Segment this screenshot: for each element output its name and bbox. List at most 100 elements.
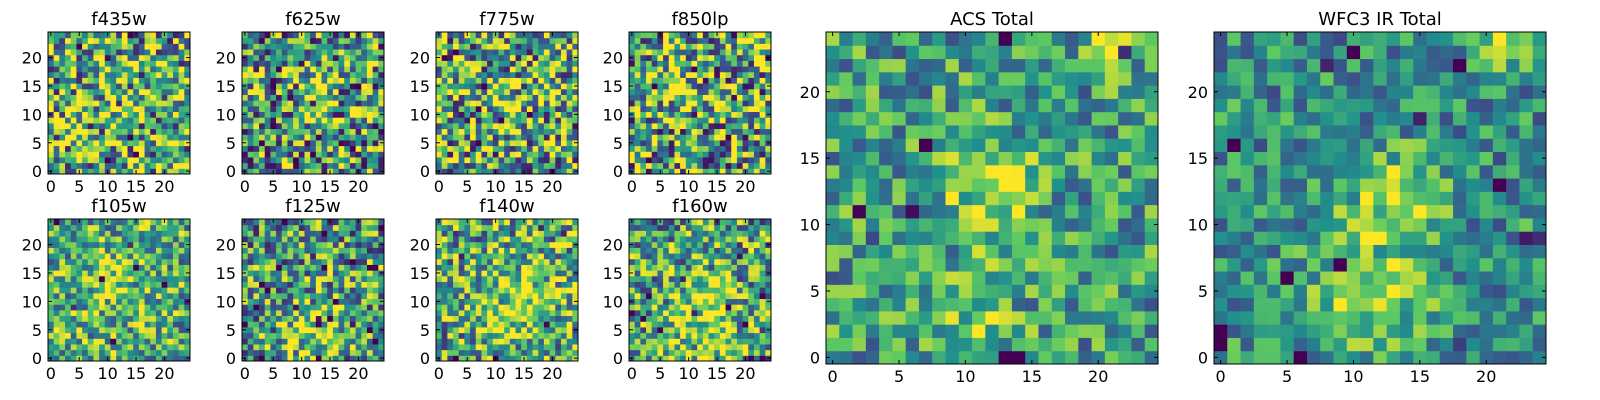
heatmap-cell [481, 139, 488, 147]
heatmap-cell [515, 43, 522, 50]
heatmap-cell [526, 309, 534, 317]
heatmap-cell [87, 156, 94, 164]
heatmap-cell [172, 151, 180, 158]
heatmap-cell [247, 100, 254, 107]
heatmap-cell [470, 66, 477, 73]
heatmap-cell [372, 241, 379, 248]
heatmap-cell [298, 134, 305, 141]
heatmap-cell [555, 122, 562, 130]
heatmap-cell [560, 54, 568, 61]
heatmap-cell [640, 321, 647, 328]
heatmap-cell [560, 145, 568, 152]
heatmap-cell [765, 321, 772, 328]
heatmap-cell [321, 219, 328, 226]
heatmap-cell [355, 139, 362, 147]
heatmap-cell [332, 94, 340, 101]
heatmap-cell [464, 247, 471, 254]
heatmap-cell [646, 275, 653, 282]
heatmap-cell [361, 156, 368, 164]
heatmap-cell [475, 37, 482, 44]
heatmap-cell [765, 315, 772, 322]
heatmap-cell [287, 83, 294, 90]
heatmap-cell [657, 162, 664, 169]
heatmap-cell [515, 298, 522, 305]
heatmap-cell [532, 264, 539, 271]
heatmap-cell [708, 270, 715, 277]
heatmap-cell [87, 349, 94, 356]
heatmap-cell [82, 88, 89, 95]
heatmap-cell [458, 315, 465, 322]
heatmap-cell [99, 139, 106, 147]
heatmap-cell [349, 309, 357, 317]
heatmap-cell [498, 145, 505, 152]
heatmap-cell [470, 253, 477, 260]
heatmap-cell [748, 338, 755, 345]
heatmap-cell [48, 349, 55, 356]
heatmap-cell [680, 304, 687, 311]
heatmap-cell [674, 145, 681, 152]
heatmap-cell [504, 309, 511, 317]
heatmap-cell [566, 37, 573, 44]
heatmap-cell [48, 247, 55, 254]
heatmap-cell [470, 156, 477, 164]
heatmap-cell [572, 287, 579, 294]
heatmap-cell [697, 162, 704, 169]
heatmap-cell [509, 54, 517, 61]
heatmap-cell [355, 83, 362, 90]
heatmap-cell [76, 292, 83, 300]
heatmap-cell [532, 338, 539, 345]
heatmap-cell [355, 71, 362, 78]
heatmap-cell [748, 162, 755, 169]
heatmap-cell [702, 156, 710, 164]
heatmap-cell [464, 326, 471, 334]
heatmap-cell [453, 247, 460, 254]
heatmap-cell [76, 105, 83, 113]
heatmap-cell [714, 105, 721, 113]
heatmap-cell [93, 304, 100, 311]
heatmap-cell [116, 32, 123, 39]
heatmap-cell [481, 298, 488, 305]
heatmap-cell [167, 117, 174, 124]
heatmap-cell [509, 49, 517, 56]
heatmap-cell [470, 321, 477, 328]
heatmap-cell [504, 162, 511, 169]
heatmap-cell [526, 111, 534, 118]
heatmap-cell [310, 37, 317, 44]
heatmap-cell [555, 292, 562, 300]
heatmap-cell [184, 94, 191, 101]
heatmap-cell [731, 168, 738, 175]
heatmap-cell [110, 117, 117, 124]
heatmap-cell [572, 338, 579, 345]
heatmap-cell [691, 37, 698, 44]
heatmap-cell [521, 343, 528, 351]
heatmap-cell [349, 219, 357, 226]
heatmap-cell [281, 287, 288, 294]
heatmap-cell [155, 111, 163, 118]
heatmap-cell [304, 349, 311, 356]
heatmap-cell [155, 139, 163, 147]
heatmap-cell [144, 355, 151, 362]
heatmap-cell [475, 224, 482, 231]
heatmap-cell [509, 253, 517, 260]
heatmap-cell [293, 270, 300, 277]
heatmap-cell [133, 270, 140, 277]
heatmap-cell [327, 162, 334, 169]
heatmap-cell [104, 105, 111, 113]
heatmap-cell [685, 128, 692, 135]
heatmap-cell [298, 321, 305, 328]
heatmap-cell [167, 309, 174, 317]
heatmap-cell [247, 219, 254, 226]
heatmap-cell [481, 134, 488, 141]
heatmap-cell [731, 298, 738, 305]
heatmap-cell [708, 162, 715, 169]
heatmap-cell [332, 281, 340, 288]
heatmap-cell [253, 77, 260, 84]
heatmap-cell [691, 168, 698, 175]
heatmap-cell [572, 122, 579, 130]
heatmap-cell [116, 224, 123, 231]
heatmap-cell [53, 281, 60, 288]
heatmap-cell [708, 105, 715, 113]
heatmap-cell [281, 298, 288, 305]
heatmap-cell [304, 315, 311, 322]
heatmap-cell [492, 49, 499, 56]
